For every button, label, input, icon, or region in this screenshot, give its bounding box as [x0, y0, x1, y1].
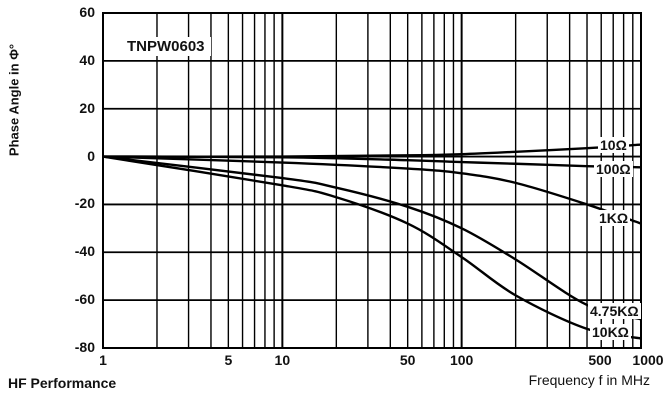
y-tick-label: 40	[79, 51, 95, 68]
x-tick-label: 5	[224, 352, 233, 368]
chart-title: TNPW0603	[121, 37, 211, 56]
x-tick-label: 50	[399, 352, 416, 368]
series-label: 100Ω	[594, 161, 633, 177]
plot-border	[102, 12, 642, 349]
series-line	[102, 155, 642, 225]
y-tick-label: 0	[87, 147, 95, 164]
series-label: 10KΩ	[590, 324, 631, 340]
grid	[102, 12, 642, 349]
series-label: 4.75KΩ	[588, 303, 641, 319]
series-line	[102, 143, 642, 158]
curves	[102, 143, 642, 340]
y-tick-label: 60	[79, 4, 95, 20]
y-axis-label: Phase Angle in Φ°	[6, 43, 22, 157]
footer-hf-performance: HF Performance	[8, 375, 117, 391]
series-label: 1KΩ	[597, 210, 631, 226]
series-line	[102, 155, 642, 340]
x-tick-label: 1	[99, 352, 107, 368]
x-axis-label: Frequency f in MHz	[528, 372, 650, 388]
series-line	[102, 155, 642, 321]
y-tick-label: -20	[74, 195, 95, 212]
series-line	[102, 155, 642, 169]
y-tick-label: -60	[74, 291, 95, 308]
x-tick-label: 500	[588, 352, 612, 368]
y-tick-label: -40	[74, 243, 95, 260]
y-tick-label: 20	[79, 99, 95, 116]
series-label: 10Ω	[598, 137, 629, 153]
x-tick-label: 1000	[632, 352, 664, 368]
x-tick-label: 10	[274, 352, 291, 368]
x-tick-label: 100	[449, 352, 474, 368]
y-tick-label: -80	[74, 339, 95, 355]
